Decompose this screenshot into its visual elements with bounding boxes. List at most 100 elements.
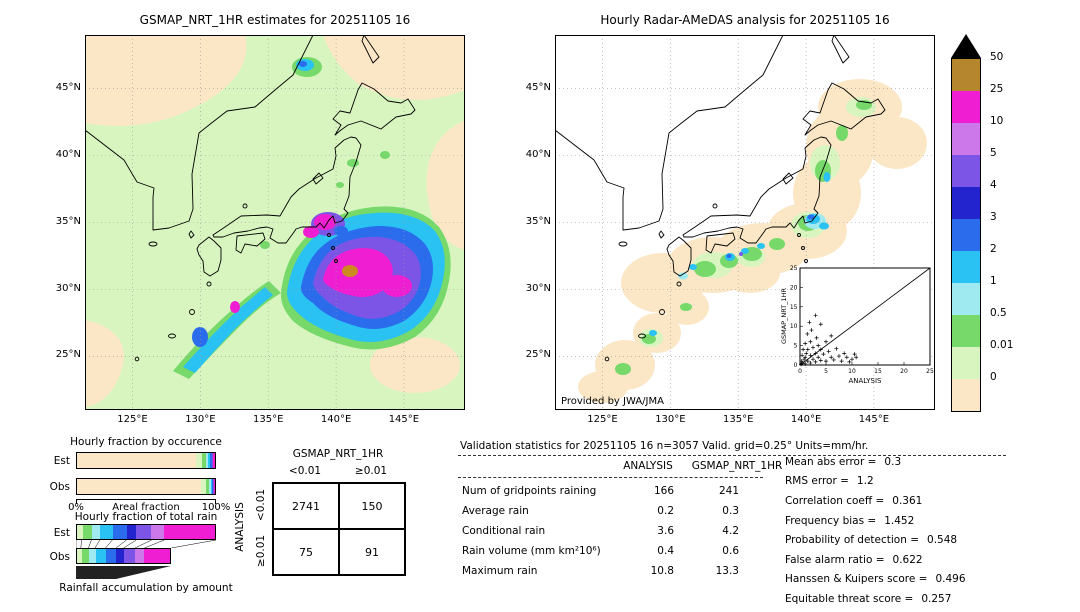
lat-tick-label: 25°N	[525, 349, 551, 361]
bar-segment-lightcyan	[89, 549, 96, 563]
summary-stat: Probability of detection = 0.548	[785, 534, 958, 547]
lat-tick-label: 25°N	[55, 349, 81, 361]
tot-bar-obs	[76, 548, 172, 564]
colorbar-tick-label: 4	[990, 179, 997, 191]
axis-title: Areal fraction	[112, 502, 180, 513]
lon-tick-label: 145°E	[858, 414, 890, 425]
contingency-row-label-0: <0.01	[255, 488, 267, 522]
radar-amedas-map: Provided by JWA/JMA 00 5 5 10 10 15 15 20 20 25 25…	[554, 34, 936, 411]
inset-points	[799, 313, 859, 367]
svg-text:15: 15	[790, 304, 798, 311]
bar-segment-green	[81, 549, 90, 563]
bar-segment-purple	[211, 453, 213, 468]
svg-text:25: 25	[790, 265, 798, 272]
bar-segment-palegreen	[195, 453, 202, 468]
bar-segment-green	[82, 525, 93, 539]
lat-tick-label: 30°N	[55, 282, 81, 294]
bar-segment-cream	[77, 453, 196, 468]
colorbar-cell	[952, 219, 980, 251]
colorbar-over-triangle	[951, 34, 981, 58]
inset-ylabel: GSMAP_NRT_1HR	[780, 287, 788, 344]
colorbar-cell	[952, 283, 980, 315]
bar-segment-cyan	[208, 453, 211, 468]
bar-segment-blue	[210, 453, 212, 468]
inset-scatter: 00 5 5 10 10 15 15 20 20 25 25 ANALYSIS GSMAP_NRT_…	[780, 265, 934, 385]
bar-segment-purple	[213, 479, 214, 494]
contingency-cell-01: 150	[339, 483, 405, 529]
stats-row: Rain volume (mm km²10⁶) 0.4 0.6	[462, 545, 739, 557]
stats-col-header-analysis: ANALYSIS	[623, 460, 673, 472]
contingency-cell-00: 2741	[273, 483, 339, 529]
credit-text: Provided by JWA/JMA	[561, 396, 664, 407]
tot-bar-est	[76, 524, 216, 540]
accumulation-wedge	[76, 566, 171, 579]
contingency-cell-11: 91	[339, 529, 405, 575]
colorbar-cell	[952, 347, 980, 379]
svg-text:20: 20	[900, 368, 908, 375]
accumulation-label: Rainfall accumulation by amount	[59, 582, 233, 594]
lat-tick-label: 35°N	[55, 215, 81, 227]
stats-divider-header	[458, 477, 763, 478]
inset-axes: 00 5 5 10 10 15 15 20 20 25 25	[790, 265, 934, 375]
lat-tick-label: 45°N	[525, 81, 551, 93]
bar-segment-purple	[123, 549, 135, 563]
axis-max-label: 100%	[201, 502, 231, 513]
colorbar-cells	[951, 58, 981, 412]
bar-segment-palegreen	[77, 525, 83, 539]
colorbar-tick-label: 3	[990, 211, 997, 223]
svg-text:10: 10	[790, 323, 798, 330]
zero-rain-regions	[85, 35, 465, 407]
lon-tick-label: 130°E	[655, 414, 686, 425]
stats-row: Conditional rain 3.6 4.2	[462, 525, 739, 537]
contingency-table: 2741 150 75 91	[272, 482, 406, 576]
contingency-header: GSMAP_NRT_1HR	[292, 448, 384, 460]
contingency-side-label: ANALYSIS	[234, 502, 246, 552]
bar-segment-lightcyan	[92, 525, 101, 539]
contingency-col-label-1: ≥0.01	[354, 465, 388, 477]
contingency-col-label-0: <0.01	[288, 465, 322, 477]
lat-tick-label: 30°N	[525, 282, 551, 294]
total-rain-title: Hourly fraction of total rain	[74, 511, 218, 523]
svg-text:20: 20	[790, 284, 798, 291]
summary-stat: Correlation coeff = 0.361	[785, 494, 923, 507]
total-rain-obs-label: Obs	[49, 551, 70, 563]
colorbar-cell	[952, 315, 980, 347]
lon-tick-label: 125°E	[587, 414, 618, 425]
bar-segment-orchid	[151, 525, 164, 539]
contingency-row-label-1: ≥0.01	[255, 534, 267, 568]
svg-text:0: 0	[798, 368, 802, 375]
gsmap-estimates-map	[84, 34, 466, 411]
stats-col-header-gsmap: GSMAP_NRT_1HR	[691, 460, 783, 472]
colorbar-tick-label: 1	[990, 275, 997, 287]
summary-stat: RMS error = 1.2	[785, 475, 874, 488]
left-map-panel: GSMAP_NRT_1HR estimates for 20251105 16	[56, 13, 466, 425]
lon-tick-label: 140°E	[790, 414, 822, 425]
bar-segment-lightcyan	[206, 453, 209, 468]
stats-rows: Num of gridpoints raining 166 241 Average r…	[462, 481, 739, 581]
stats-row: Maximum rain 10.8 13.3	[462, 565, 739, 577]
bar-segment-orchid	[134, 549, 145, 563]
colorbar-cell	[952, 59, 980, 91]
svg-text:5: 5	[824, 368, 828, 375]
colorbar-cell	[952, 187, 980, 219]
left-map-title: GSMAP_NRT_1HR estimates for 20251105 16	[139, 13, 411, 27]
bar-segment-blue	[105, 549, 117, 563]
axis-min-label: 0%	[68, 502, 84, 513]
colorbar: 50 25 10 5 4 3 2 1 0.5 0.01 0	[950, 34, 1013, 412]
total-rain-est-label: Est	[53, 527, 70, 539]
lon-tick-label: 140°E	[320, 414, 352, 425]
svg-text:5: 5	[794, 343, 798, 350]
map-frame	[555, 35, 935, 410]
svg-text:10: 10	[848, 368, 856, 375]
bar-segment-green	[206, 479, 210, 494]
bar-segment-palegreen	[77, 549, 82, 563]
svg-text:15: 15	[874, 368, 882, 375]
occ-bar-est	[76, 452, 216, 469]
bar-segment-magenta	[163, 525, 215, 539]
stats-divider-top	[458, 455, 1006, 456]
colorbar-cell	[952, 155, 980, 187]
stats-row: Num of gridpoints raining 166 241	[462, 485, 739, 497]
lon-tick-label: 145°E	[388, 414, 420, 425]
lat-tick-label: 40°N	[525, 148, 551, 160]
